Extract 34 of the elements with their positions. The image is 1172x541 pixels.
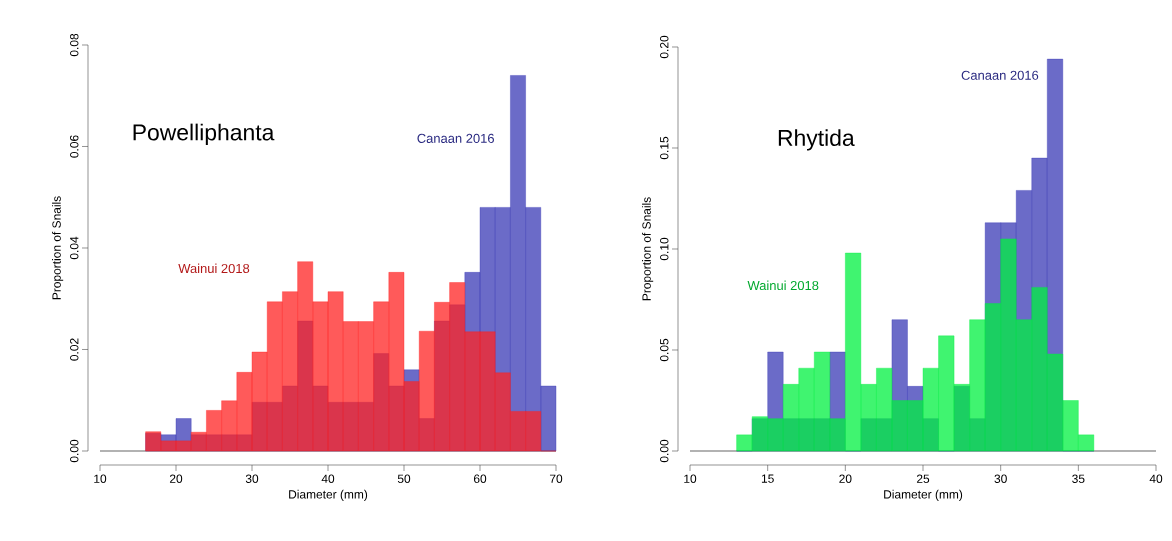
x-tick-label: 50	[397, 474, 411, 483]
series-label: Canaan 2016	[417, 133, 494, 143]
x-axis-title: Diameter (mm)	[289, 489, 368, 501]
x-tick-label: 60	[473, 474, 487, 483]
x-tick-label: 40	[321, 474, 335, 483]
y-tick-label: 0.04	[70, 236, 79, 260]
text: Rhytida	[778, 129, 855, 151]
x-tick-label: 20	[169, 474, 183, 483]
y-tick-label: 0.15	[660, 136, 669, 160]
y-tick-label: 0.08	[70, 33, 79, 57]
x-tick-label: 40	[1149, 474, 1163, 483]
y-tick-label: 0.06	[70, 135, 79, 158]
y-axis-title: Proportion of Snails	[52, 196, 64, 300]
y-tick-label: 0.10	[660, 237, 669, 261]
x-tick-label: 70	[549, 474, 563, 483]
x-tick-label: 30	[245, 474, 259, 483]
x-tick-label: 10	[684, 474, 697, 483]
x-axis-title: Diameter (mm)	[884, 489, 963, 501]
y-tick-label: 0.05	[660, 338, 669, 362]
y-axis-title: Proportion of Snails	[642, 197, 654, 301]
y-tick-label: 0.20	[660, 35, 669, 59]
x-tick-label: 20	[839, 474, 852, 483]
series-label: Canaan 2016	[961, 70, 1039, 80]
y-tick-label: 0.00	[70, 439, 79, 463]
text: Wainui 2018	[747, 280, 819, 291]
x-tick-label: 25	[916, 474, 930, 483]
x-tick-label: 35	[1072, 474, 1085, 483]
text: Wainui 2018	[178, 263, 250, 274]
y-tick-label: 0.00	[660, 439, 669, 463]
x-tick-label: 15	[761, 474, 774, 483]
x-tick-label: 30	[994, 474, 1007, 483]
text: Powelliphanta	[133, 123, 275, 145]
x-tick-label: 10	[94, 474, 107, 483]
y-tick-label: 0.02	[70, 338, 79, 361]
